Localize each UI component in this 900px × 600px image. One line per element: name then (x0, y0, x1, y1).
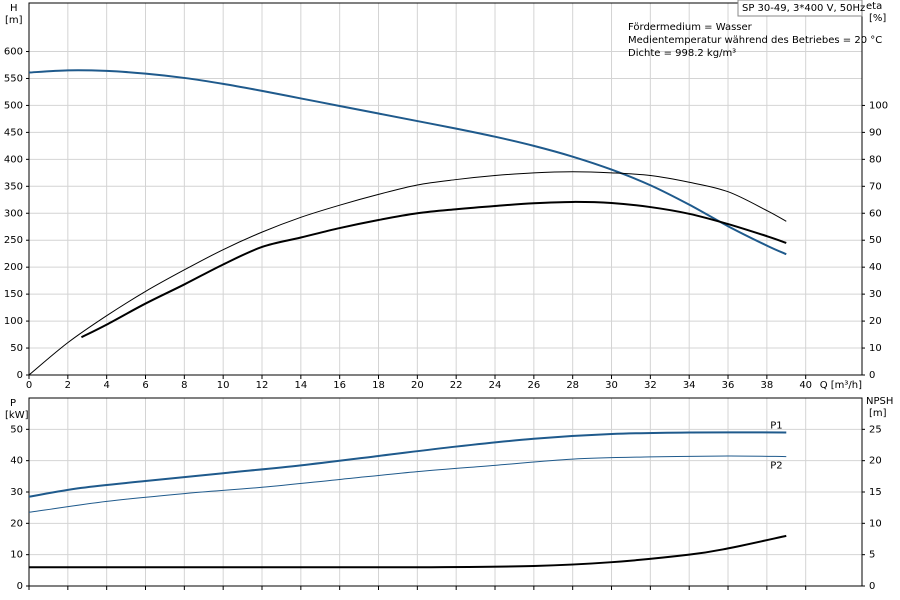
y-tick-label: 100 (4, 316, 23, 327)
annotation: Fördermedium = Wasser (628, 22, 753, 33)
y-tick-label: 300 (4, 208, 23, 219)
series-line (28, 455, 787, 513)
y2-tick-label: 20 (869, 316, 882, 327)
y2-axis-label: eta (866, 1, 882, 12)
y2-tick-label: 70 (869, 181, 882, 192)
y-tick-label: 10 (10, 550, 23, 561)
x-tick-label: 14 (294, 380, 307, 391)
y2-tick-label: 0 (869, 370, 875, 381)
x-tick-label: 32 (644, 380, 657, 391)
y2-tick-label: 100 (869, 100, 888, 111)
y2-tick-label: 40 (869, 262, 882, 273)
y2-tick-label: 90 (869, 127, 882, 138)
series-line (28, 431, 787, 498)
series-label: P2 (770, 461, 782, 472)
x-tick-label: 0 (26, 380, 32, 391)
y-tick-label: 400 (4, 154, 23, 165)
series-label: P1 (770, 420, 782, 431)
chart-title: SP 30-49, 3*400 V, 50Hz (742, 3, 865, 14)
y-tick-label: 0 (17, 370, 23, 381)
y-axis-unit: [m] (5, 15, 23, 26)
y-tick-label: 600 (4, 47, 23, 58)
plot-frame (28, 397, 863, 587)
y-tick-label: 500 (4, 100, 23, 111)
x-tick-label: 8 (181, 380, 187, 391)
y2-tick-label: 30 (869, 289, 882, 300)
x-tick-label: 38 (760, 380, 773, 391)
y-tick-label: 20 (10, 518, 23, 529)
x-tick-label: 22 (450, 380, 463, 391)
x-tick-label: 6 (142, 380, 148, 391)
series-line (29, 534, 787, 569)
y2-tick-label: 50 (869, 235, 882, 246)
series-line (28, 171, 787, 376)
y-tick-label: 40 (10, 456, 23, 467)
y-tick-label: 50 (10, 343, 23, 354)
y2-axis-label: NPSH (866, 396, 893, 407)
x-tick-label: 2 (65, 380, 71, 391)
title-box (737, 0, 863, 17)
plot-frame (28, 2, 863, 376)
series-line (80, 200, 787, 339)
y-tick-label: 250 (4, 235, 23, 246)
y-tick-label: 550 (4, 73, 23, 84)
y2-tick-label: 10 (869, 343, 882, 354)
x-tick-label: 12 (256, 380, 269, 391)
y2-tick-label: 60 (869, 208, 882, 219)
x-tick-label: 40 (799, 380, 812, 391)
y2-axis-unit: [m] (869, 408, 887, 419)
x-tick-label: 34 (683, 380, 696, 391)
plot-area (29, 3, 862, 375)
y2-tick-label: 5 (869, 550, 875, 561)
x-tick-label: 26 (527, 380, 540, 391)
x-tick-label: 10 (217, 380, 230, 391)
y2-axis-unit: [%] (869, 13, 886, 24)
x-tick-label: 4 (103, 380, 109, 391)
y-tick-label: 150 (4, 289, 23, 300)
x-tick-label: 24 (489, 380, 502, 391)
y2-tick-label: 25 (869, 424, 882, 435)
y-tick-label: 200 (4, 262, 23, 273)
x-tick-label: 18 (372, 380, 385, 391)
x-tick-label: 30 (605, 380, 618, 391)
y-axis-unit: [kW] (5, 410, 29, 421)
y-tick-label: 450 (4, 127, 23, 138)
annotation: Medientemperatur während des Betriebes =… (628, 35, 882, 46)
y-axis-label: H (10, 3, 18, 14)
y2-tick-label: 15 (869, 487, 882, 498)
y2-tick-label: 0 (869, 581, 875, 592)
y-tick-label: 0 (17, 581, 23, 592)
y2-tick-label: 20 (869, 456, 882, 467)
y-tick-label: 50 (10, 424, 23, 435)
x-tick-label: 16 (333, 380, 346, 391)
x-tick-label: 28 (566, 380, 579, 391)
y-axis-label: P (10, 398, 16, 409)
x-tick-label: 20 (411, 380, 424, 391)
annotation: Dichte = 998.2 kg/m³ (628, 48, 736, 59)
y2-tick-label: 10 (869, 518, 882, 529)
x-tick-label: 36 (722, 380, 735, 391)
series-line (28, 69, 787, 256)
y-tick-label: 350 (4, 181, 23, 192)
x-axis-label: Q [m³/h] (820, 380, 862, 391)
y2-tick-label: 80 (869, 154, 882, 165)
y-tick-label: 30 (10, 487, 23, 498)
